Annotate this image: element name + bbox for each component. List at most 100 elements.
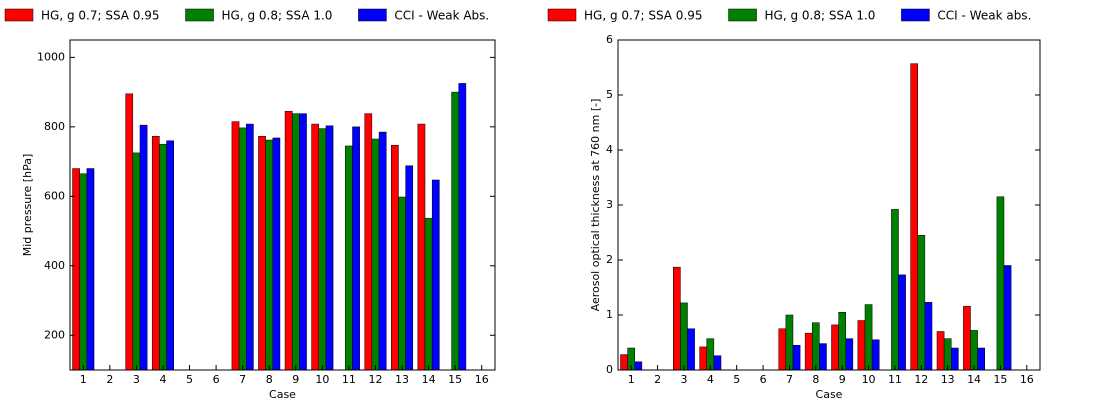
bar <box>891 209 899 371</box>
legend-label: HG, g 0.7; SSA 0.95 <box>584 9 703 23</box>
x-tick-label: 9 <box>292 373 299 386</box>
bar <box>132 152 141 371</box>
bar <box>831 324 839 371</box>
bar <box>371 138 380 371</box>
bar <box>166 140 174 371</box>
y-tick-label: 600 <box>44 189 65 202</box>
legend-swatch <box>358 8 387 22</box>
legend-label: CCI - Weak Abs. <box>394 9 489 23</box>
x-tick-label: 7 <box>786 373 793 386</box>
y-tick-label: 5 <box>606 88 613 101</box>
x-tick-label: 6 <box>213 373 220 386</box>
x-tick-label: 8 <box>266 373 273 386</box>
bar <box>634 361 643 371</box>
x-tick-label: 16 <box>1020 373 1034 386</box>
x-tick-label: 1 <box>628 373 635 386</box>
legend-label: HG, g 0.8; SSA 1.0 <box>765 9 876 23</box>
bar <box>620 354 628 371</box>
bar <box>79 173 88 371</box>
bar <box>1003 265 1012 371</box>
bar <box>238 127 247 371</box>
bar <box>364 113 373 371</box>
x-tick-label: 11 <box>342 373 356 386</box>
x-tick-label: 15 <box>448 373 462 386</box>
bar <box>159 143 167 371</box>
x-tick-label: 16 <box>475 373 489 386</box>
bar <box>785 314 794 371</box>
x-tick-label: 12 <box>368 373 382 386</box>
plot-frame <box>69 39 496 371</box>
bar <box>431 179 440 371</box>
bar <box>838 312 846 371</box>
bar <box>265 139 274 371</box>
legend-swatch <box>185 8 214 22</box>
bar <box>819 343 827 371</box>
bar <box>345 145 353 371</box>
bar <box>871 339 880 371</box>
x-tick-label: 2 <box>654 373 661 386</box>
bar <box>699 346 708 371</box>
bar <box>72 168 80 371</box>
y-tick-label: 3 <box>606 198 613 211</box>
x-tick-label: 11 <box>888 373 902 386</box>
bar <box>924 302 933 371</box>
bar <box>458 83 467 371</box>
bar <box>398 196 406 371</box>
x-tick-label: 2 <box>106 373 113 386</box>
bar <box>318 128 327 371</box>
x-tick-label: 10 <box>315 373 329 386</box>
bar <box>950 347 959 371</box>
y-axis-label: Mid pressure [hPa] <box>21 154 34 256</box>
bar <box>778 328 787 371</box>
bar <box>917 235 926 371</box>
bar <box>299 113 307 371</box>
bar <box>291 113 300 371</box>
x-tick-label: 6 <box>760 373 767 386</box>
y-axis-label: Aerosol optical thickness at 760 nm [-] <box>589 99 602 312</box>
x-tick-label: 1 <box>80 373 87 386</box>
legend-label: HG, g 0.7; SSA 0.95 <box>41 9 160 23</box>
x-tick-label: 13 <box>941 373 955 386</box>
x-tick-label: 10 <box>862 373 876 386</box>
legend-swatch <box>547 8 577 22</box>
legend-label: HG, g 0.8; SSA 1.0 <box>222 9 333 23</box>
x-tick-label: 5 <box>186 373 193 386</box>
legend-swatch <box>901 8 930 22</box>
bar <box>898 274 906 371</box>
x-tick-label: 3 <box>133 373 140 386</box>
bar <box>687 328 695 371</box>
y-tick-label: 0 <box>606 363 613 376</box>
bar <box>139 124 148 371</box>
bar <box>963 305 971 371</box>
y-tick-label: 1 <box>606 308 613 321</box>
x-tick-label: 5 <box>733 373 740 386</box>
x-tick-label: 14 <box>967 373 981 386</box>
y-tick-label: 2 <box>606 253 613 266</box>
bar <box>325 125 334 371</box>
bar <box>857 320 866 371</box>
x-tick-label: 4 <box>707 373 714 386</box>
x-tick-label: 12 <box>914 373 928 386</box>
y-tick-label: 4 <box>606 143 613 156</box>
bar <box>424 217 433 371</box>
bar <box>680 302 688 371</box>
bar <box>977 347 985 371</box>
bar <box>151 135 160 371</box>
y-tick-label: 800 <box>44 120 65 133</box>
x-axis-label: Case <box>816 388 843 401</box>
bar <box>311 123 320 371</box>
x-tick-label: 4 <box>159 373 166 386</box>
legend-label: CCI - Weak abs. <box>937 9 1031 23</box>
bar <box>970 330 978 371</box>
y-tick-label: 400 <box>44 259 65 272</box>
bar <box>673 266 681 371</box>
x-tick-label: 15 <box>993 373 1007 386</box>
bar <box>713 355 722 371</box>
x-tick-label: 9 <box>839 373 846 386</box>
x-tick-label: 8 <box>812 373 819 386</box>
bar <box>245 123 254 371</box>
bar <box>405 165 414 371</box>
bar <box>996 196 1005 371</box>
bar <box>352 126 360 371</box>
